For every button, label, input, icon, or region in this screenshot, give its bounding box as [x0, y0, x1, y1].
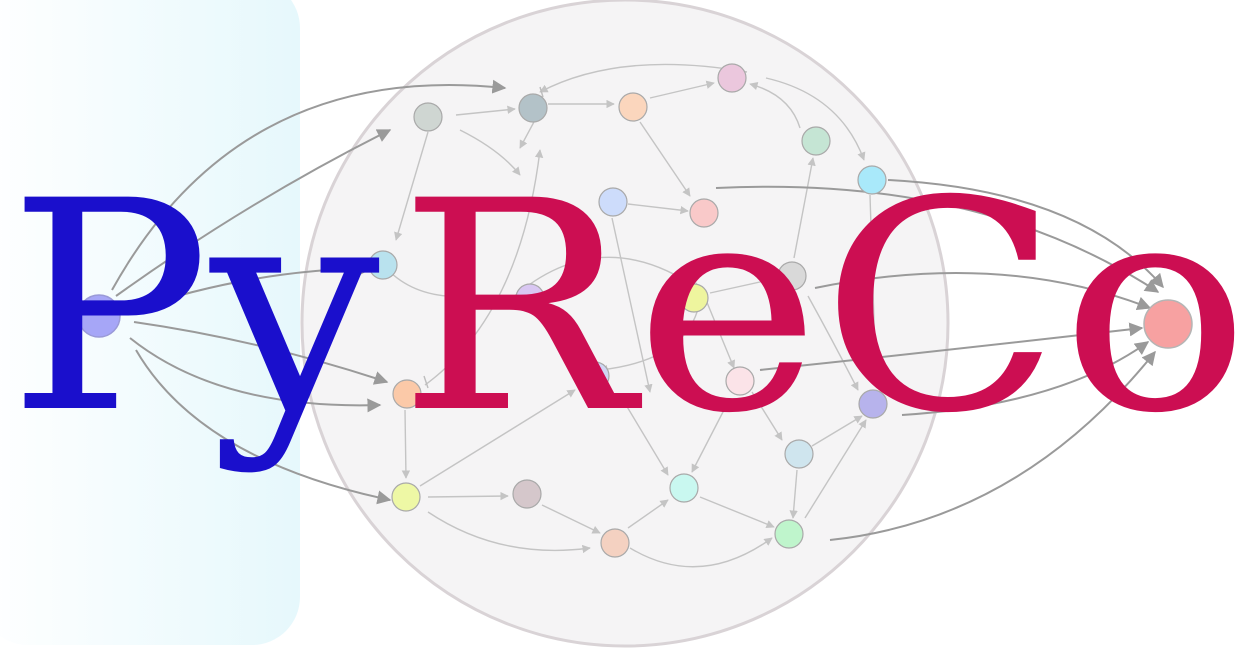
reservoir-node-n8 [689, 198, 719, 228]
reservoir-node-n4 [717, 63, 747, 93]
input-panel [0, 0, 300, 645]
reservoir-node-n7 [598, 187, 628, 217]
reservoir-node-n19 [669, 473, 699, 503]
reservoir-node-n22 [580, 361, 610, 391]
reservoir-node-n15 [858, 389, 888, 419]
reservoir-node-n11 [679, 283, 709, 313]
reservoir-node-n10 [777, 261, 807, 291]
reservoir-node-n14 [725, 366, 755, 396]
reservoir-node-n13 [392, 379, 422, 409]
output-neuron [1143, 299, 1193, 349]
logo-text-reco: ReCo [398, 140, 1250, 477]
output-edges [715, 179, 1164, 541]
input-edges [111, 79, 507, 505]
reservoir-node-n18 [512, 479, 542, 509]
reservoir-node-n9 [368, 250, 398, 280]
reservoir-node-n2 [518, 93, 548, 123]
reservoir-nodes [368, 63, 888, 558]
reservoir-node-n1 [413, 102, 443, 132]
reservoir-node-n6 [857, 165, 887, 195]
reservoir-node-n16 [784, 439, 814, 469]
reservoir-node-n12 [515, 283, 545, 313]
input-neuron [77, 294, 121, 338]
reservoir-circle [300, 0, 950, 648]
reservoir-node-n17 [391, 482, 421, 512]
reservoir-node-n5 [801, 126, 831, 156]
logo-text-py: Py [8, 140, 380, 477]
reservoir-node-n21 [774, 519, 804, 549]
reservoir-node-n3 [618, 92, 648, 122]
reservoir-edges [389, 63, 880, 568]
inhibitory-marks [423, 86, 544, 389]
reservoir-node-n20 [600, 528, 630, 558]
